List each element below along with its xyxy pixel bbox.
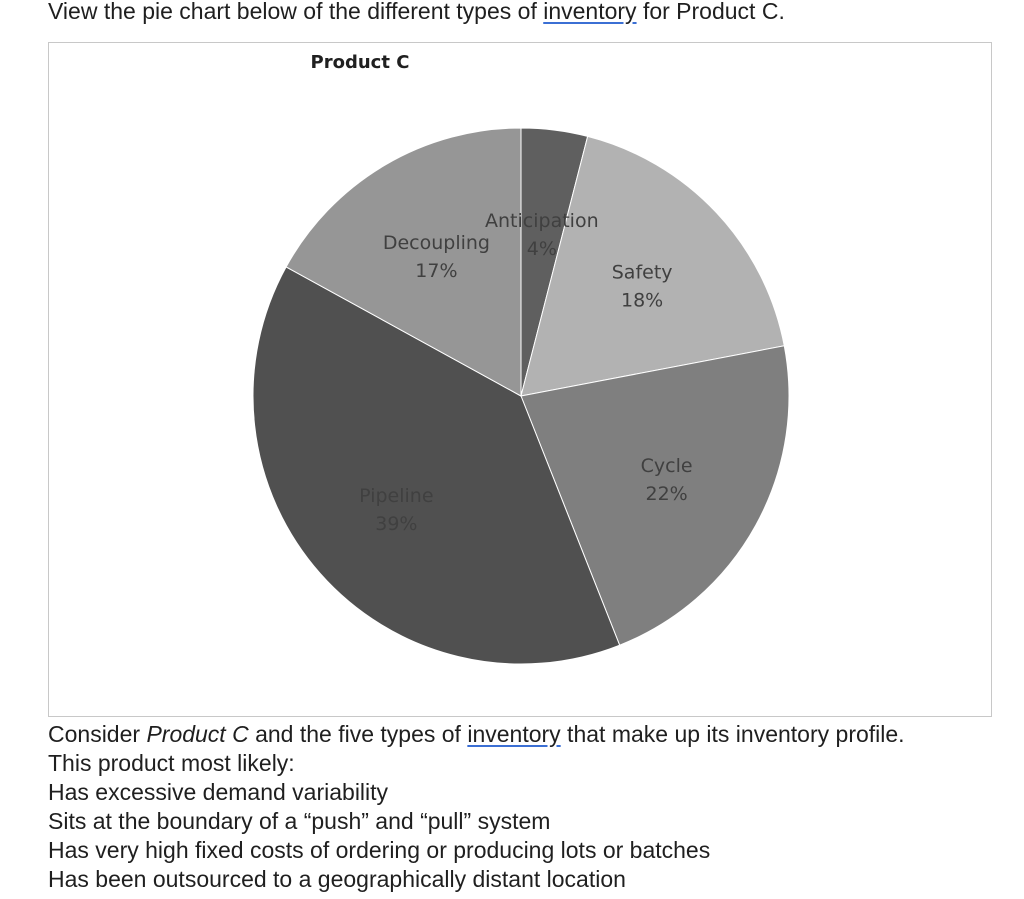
- question-line-1: Consider Product C and the five types of…: [48, 720, 905, 749]
- slice-value-anticipation: 4%: [527, 238, 557, 260]
- pie-chart: Product C Anticipation 4% Safety 18% Cycle 22…: [252, 52, 790, 665]
- question-block: Consider Product C and the five types of…: [48, 720, 905, 894]
- slice-value-cycle: 22%: [645, 483, 687, 505]
- question-product-name: Product C: [146, 721, 249, 747]
- slice-value-decoupling: 17%: [415, 260, 457, 282]
- question-text-b: and the five types of: [248, 721, 468, 747]
- chart-title: Product C: [311, 52, 410, 73]
- answer-option-2[interactable]: Sits at the boundary of a “push” and “pu…: [48, 808, 551, 834]
- answer-option-1[interactable]: Has excessive demand variability: [48, 779, 389, 805]
- intro-after: for Product C.: [636, 0, 785, 24]
- answer-option-4[interactable]: Has been outsourced to a geographically …: [48, 866, 626, 892]
- pie-chart-container: Product C Anticipation 4% Safety 18% Cycle 22…: [48, 42, 992, 717]
- intro-before: View the pie chart below of the differen…: [48, 0, 544, 24]
- inventory-link[interactable]: inventory: [543, 0, 637, 24]
- slice-label-pipeline: Pipeline: [359, 485, 433, 507]
- slice-label-decoupling: Decoupling: [383, 232, 490, 254]
- slice-value-safety: 18%: [621, 289, 663, 311]
- slice-label-cycle: Cycle: [641, 455, 693, 477]
- slice-label-safety: Safety: [612, 261, 673, 283]
- question-line-2: This product most likely:: [48, 750, 295, 776]
- pie-slice-decoupling: [285, 127, 522, 397]
- pie-slice-safety: [520, 135, 785, 397]
- slice-value-pipeline: 39%: [375, 513, 417, 535]
- question-text-a: Consider: [48, 721, 147, 747]
- intro-text: View the pie chart below of the differen…: [48, 0, 785, 26]
- pie-slice-cycle: [520, 345, 790, 646]
- answer-option-3[interactable]: Has very high fixed costs of ordering or…: [48, 837, 711, 863]
- inventory-link-2[interactable]: inventory: [467, 721, 561, 747]
- question-text-c: that make up its inventory profile.: [560, 721, 905, 747]
- pie-slice-pipeline: [252, 266, 621, 665]
- slice-label-anticipation: Anticipation: [485, 210, 599, 232]
